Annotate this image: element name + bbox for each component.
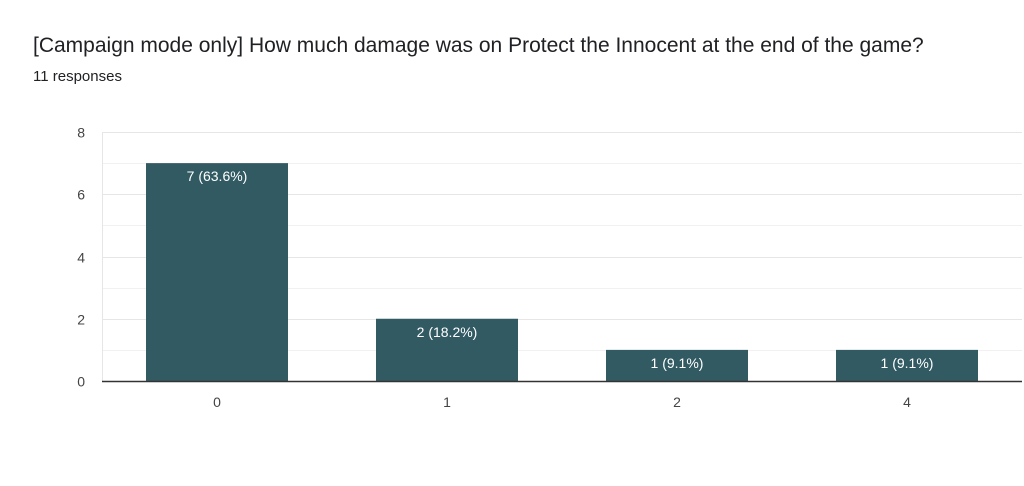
bar-data-label: 1 (9.1%) xyxy=(651,355,704,371)
bar xyxy=(146,163,288,381)
bar xyxy=(606,349,748,381)
chart-title: [Campaign mode only] How much damage was… xyxy=(33,34,924,57)
x-tick-label: 0 xyxy=(213,394,221,410)
bar xyxy=(836,349,978,381)
y-tick-label: 8 xyxy=(77,125,85,141)
bar-data-label: 1 (9.1%) xyxy=(881,355,934,371)
response-count: 11 responses xyxy=(33,68,122,85)
y-tick-label: 2 xyxy=(77,312,85,328)
x-tick-label: 2 xyxy=(673,394,681,410)
y-tick-label: 6 xyxy=(77,187,85,203)
y-tick-label: 4 xyxy=(77,250,85,266)
x-tick-label: 4 xyxy=(903,394,911,410)
bar-data-label: 2 (18.2%) xyxy=(417,324,478,340)
y-tick-label: 0 xyxy=(77,374,85,390)
bar xyxy=(376,318,518,381)
x-tick-label: 1 xyxy=(443,394,451,410)
bar-data-label: 7 (63.6%) xyxy=(187,168,248,184)
